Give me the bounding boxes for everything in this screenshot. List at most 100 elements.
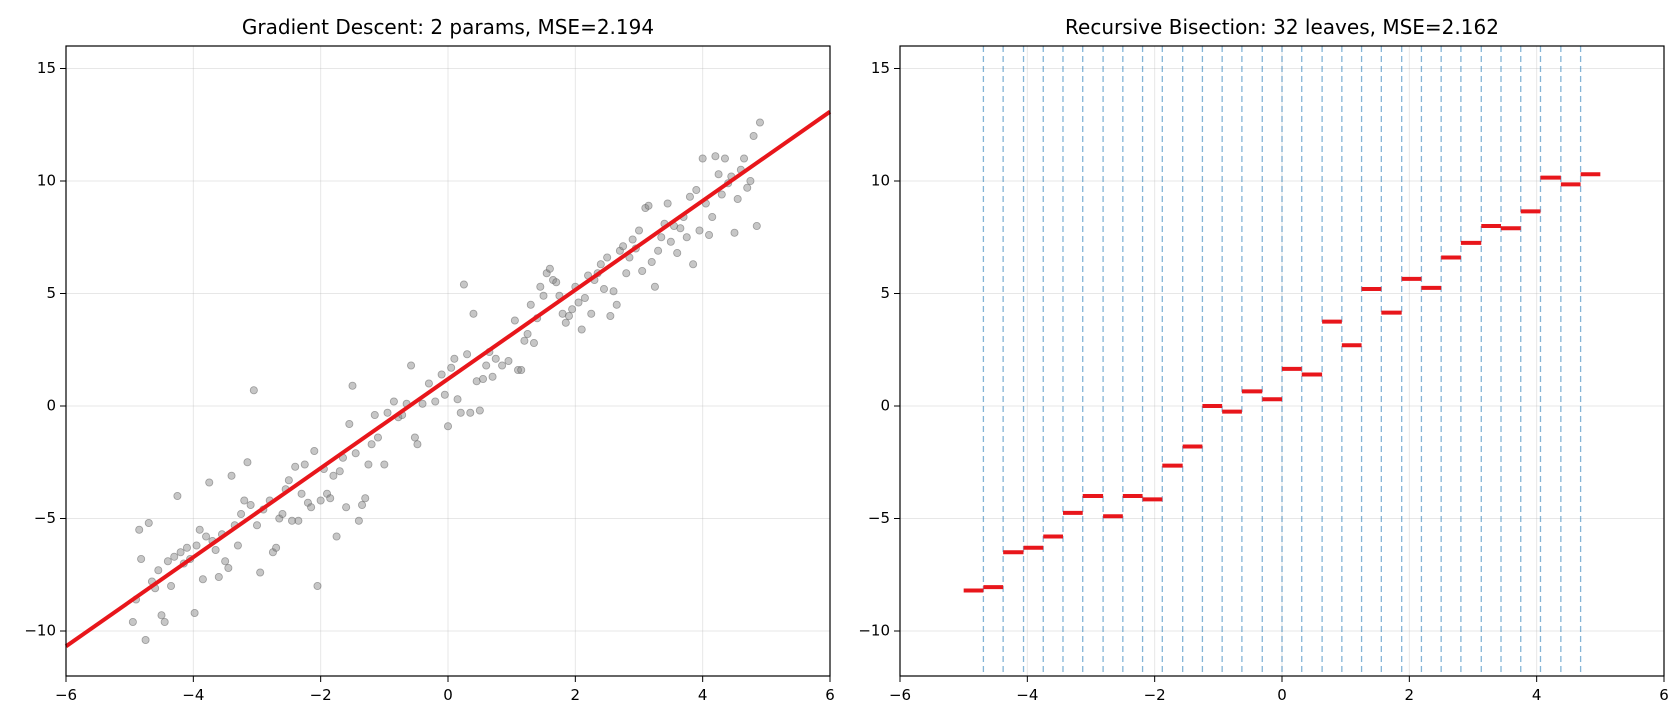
data-point xyxy=(313,582,322,591)
data-point xyxy=(720,154,729,163)
data-point xyxy=(182,543,191,552)
data-point xyxy=(167,582,176,591)
data-point xyxy=(529,338,538,347)
data-point xyxy=(437,370,446,379)
y-tick-label: 5 xyxy=(880,284,890,302)
data-point xyxy=(364,460,373,469)
x-tick-label: 2 xyxy=(571,686,581,704)
data-point xyxy=(332,532,341,541)
data-point xyxy=(237,509,246,518)
data-point xyxy=(456,408,465,417)
data-point xyxy=(663,199,672,208)
data-point xyxy=(195,525,204,534)
x-tick-label: 0 xyxy=(443,686,453,704)
data-point xyxy=(141,636,150,645)
y-tick-label: −5 xyxy=(868,509,890,527)
data-point xyxy=(714,170,723,179)
data-point xyxy=(256,568,265,577)
data-point xyxy=(574,298,583,307)
data-point xyxy=(740,154,749,163)
data-point xyxy=(517,365,526,374)
data-point xyxy=(466,408,475,417)
data-point xyxy=(272,543,281,552)
data-point xyxy=(619,242,628,251)
data-point xyxy=(755,118,764,127)
y-tick-label: 5 xyxy=(46,284,56,302)
data-point xyxy=(173,491,182,500)
data-point xyxy=(128,618,137,627)
data-point xyxy=(246,500,255,509)
data-point xyxy=(612,300,621,309)
data-point xyxy=(224,564,233,573)
data-point xyxy=(654,246,663,255)
data-point xyxy=(689,260,698,269)
data-point xyxy=(351,449,360,458)
data-point xyxy=(469,309,478,318)
data-point xyxy=(491,354,500,363)
data-point xyxy=(307,503,316,512)
data-point xyxy=(329,471,338,480)
data-point xyxy=(202,532,211,541)
data-point xyxy=(297,489,306,498)
data-point xyxy=(157,611,166,620)
data-point xyxy=(240,496,249,505)
data-point xyxy=(564,311,573,320)
data-point xyxy=(552,278,561,287)
y-tick-label: 10 xyxy=(37,172,56,190)
data-point xyxy=(708,212,717,221)
data-point xyxy=(418,399,427,408)
y-tick-label: 15 xyxy=(37,59,56,77)
data-point xyxy=(370,410,379,419)
x-tick-label: −4 xyxy=(182,686,204,704)
data-point xyxy=(606,311,615,320)
data-point xyxy=(249,386,258,395)
data-point xyxy=(380,460,389,469)
data-point xyxy=(192,541,201,550)
data-point xyxy=(345,419,354,428)
data-point xyxy=(453,395,462,404)
data-point xyxy=(488,372,497,381)
data-point xyxy=(407,361,416,370)
data-point xyxy=(383,408,392,417)
x-tick-label: 6 xyxy=(1659,686,1669,704)
x-tick-label: −6 xyxy=(889,686,911,704)
data-point xyxy=(176,548,185,557)
data-point xyxy=(523,329,532,338)
data-point xyxy=(335,467,344,476)
data-point xyxy=(233,541,242,550)
data-point xyxy=(284,476,293,485)
data-point xyxy=(137,555,146,564)
gradient-descent-chart: Gradient Descent: 2 params, MSE=2.194 −6… xyxy=(24,15,834,704)
data-point xyxy=(450,354,459,363)
data-point xyxy=(459,280,468,289)
data-point xyxy=(609,287,618,296)
data-point xyxy=(198,575,207,584)
data-point xyxy=(730,228,739,237)
data-point xyxy=(622,269,631,278)
data-point xyxy=(526,300,535,309)
data-point xyxy=(599,284,608,293)
data-point xyxy=(603,253,612,262)
data-point xyxy=(160,618,169,627)
data-point xyxy=(326,494,335,503)
y-tick-label: −10 xyxy=(24,622,56,640)
recursive-bisection-chart: Recursive Bisection: 32 leaves, MSE=2.16… xyxy=(858,15,1668,704)
data-point xyxy=(294,516,303,525)
data-point xyxy=(561,318,570,327)
data-point xyxy=(666,237,675,246)
data-point xyxy=(580,293,589,302)
data-point xyxy=(752,221,761,230)
y-tick-label: 10 xyxy=(871,172,890,190)
x-tick-label: 4 xyxy=(1532,686,1542,704)
data-point xyxy=(647,257,656,266)
data-point xyxy=(463,350,472,359)
data-point xyxy=(310,446,319,455)
data-point xyxy=(221,557,230,566)
data-point xyxy=(650,282,659,291)
x-tick-label: −2 xyxy=(1144,686,1166,704)
data-point xyxy=(367,440,376,449)
data-point xyxy=(278,509,287,518)
data-point xyxy=(596,260,605,269)
data-point xyxy=(685,192,694,201)
data-point xyxy=(288,516,297,525)
